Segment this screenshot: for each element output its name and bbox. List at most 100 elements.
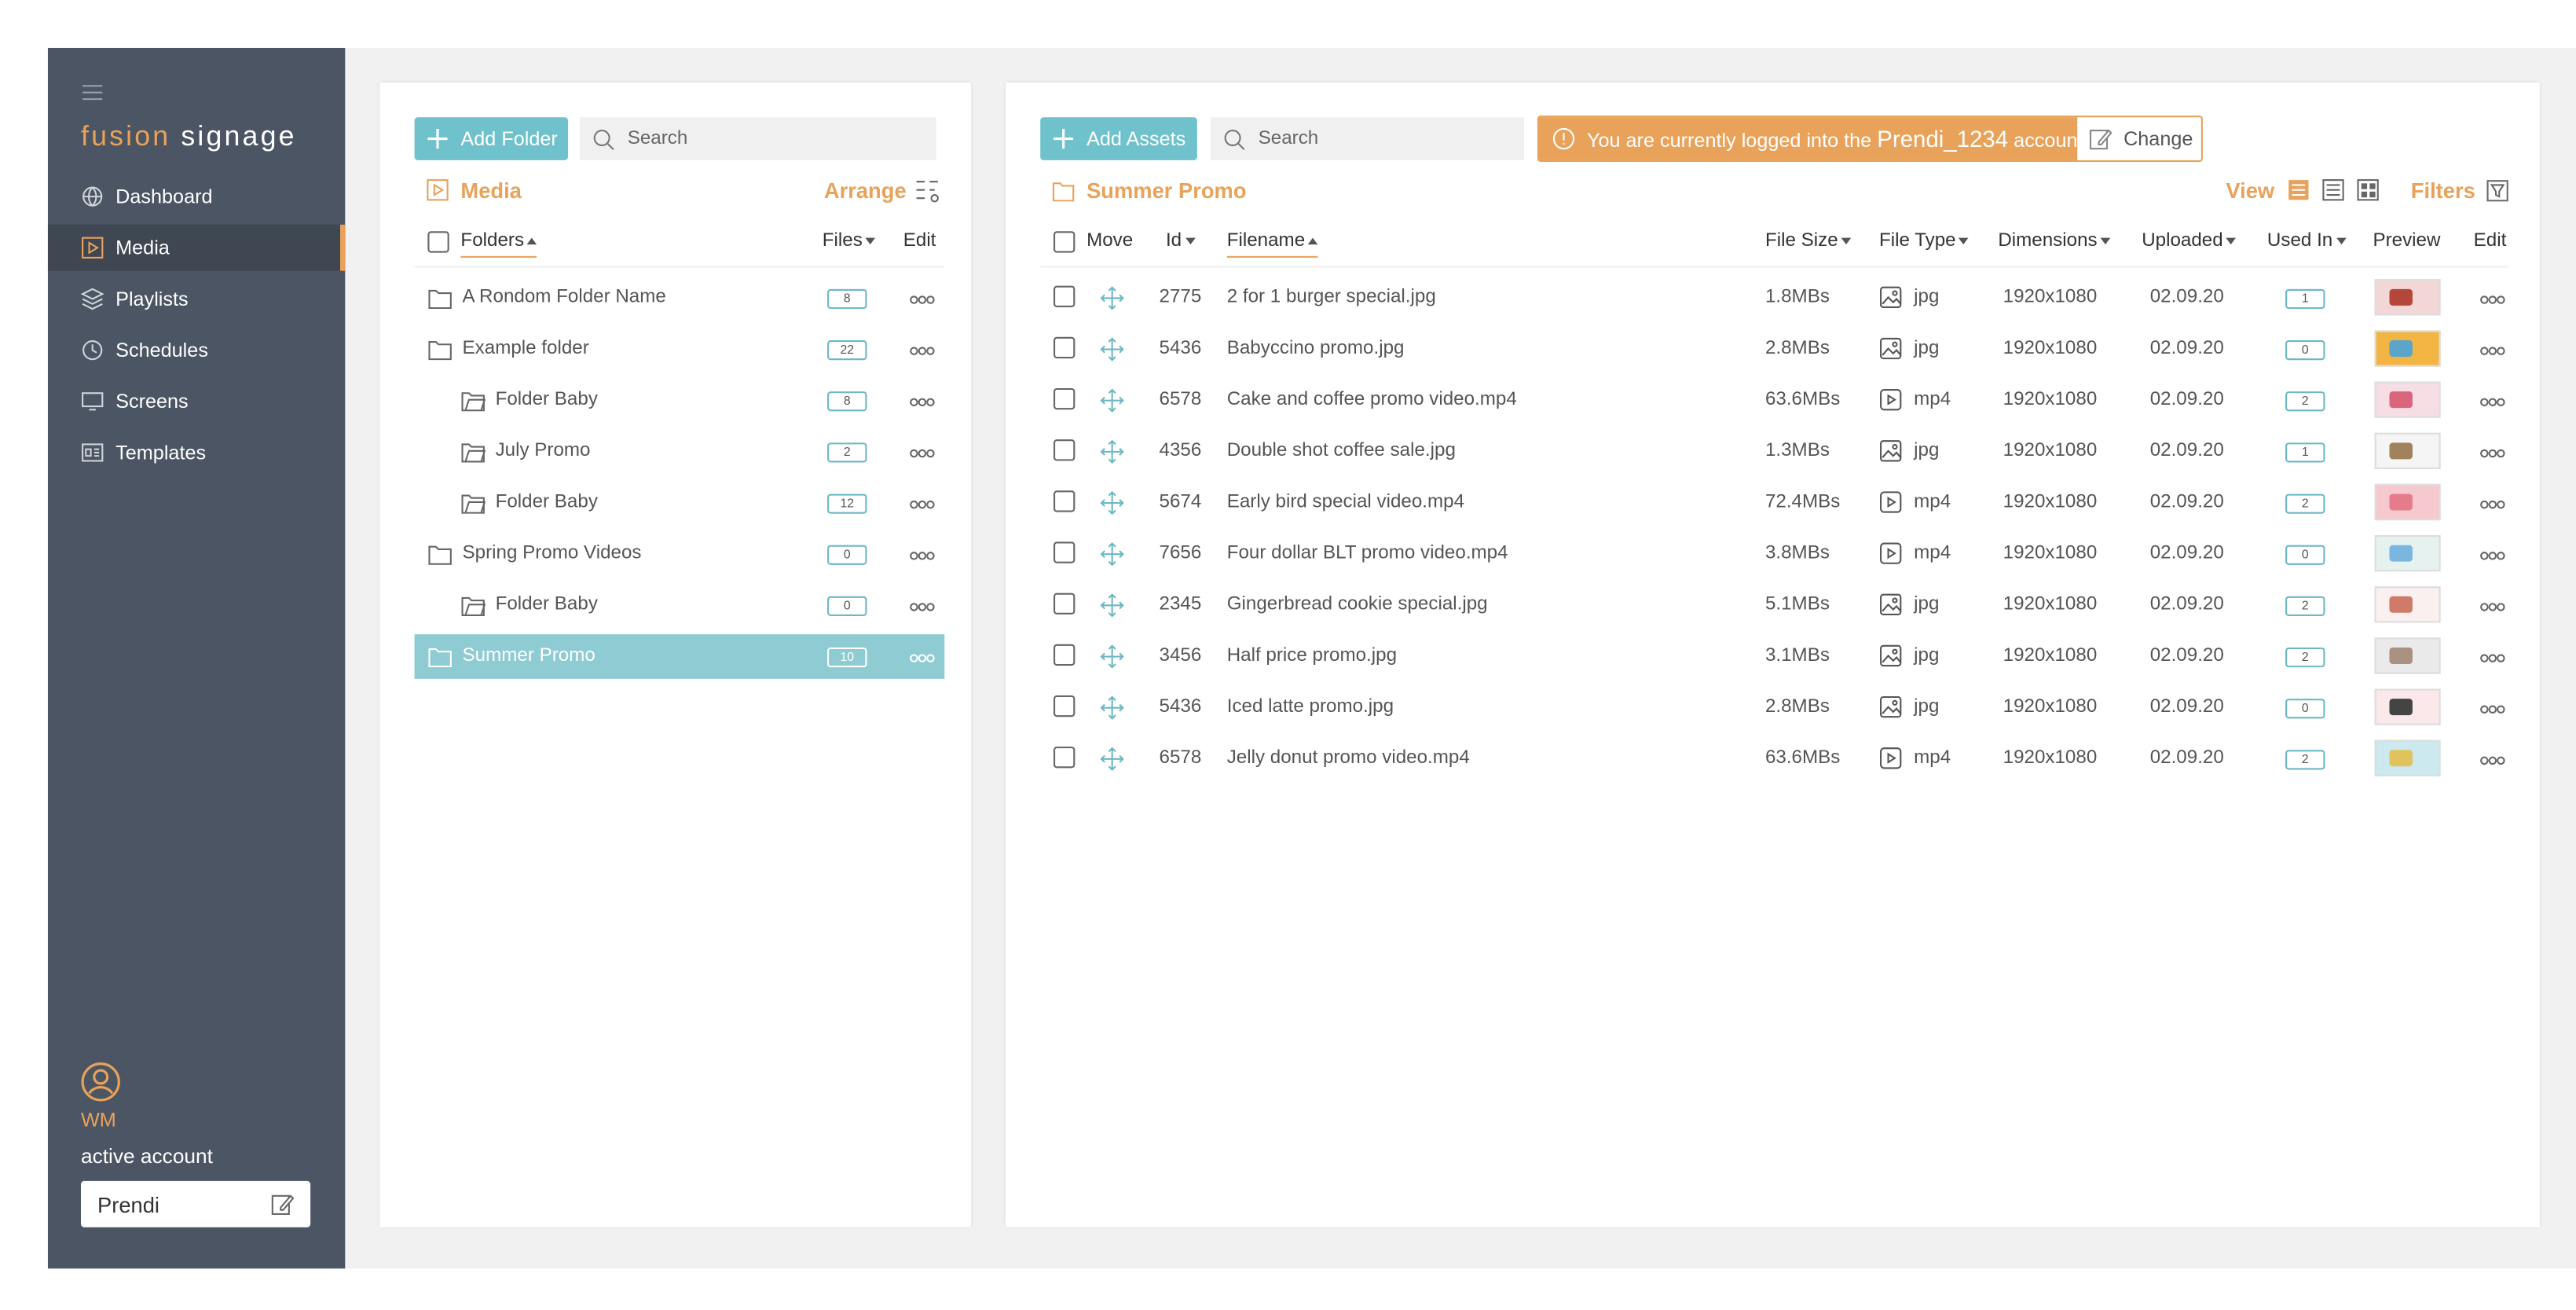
checkbox[interactable]: [1053, 231, 1075, 253]
column-header[interactable]: Move: [1086, 231, 1134, 251]
more-button[interactable]: [910, 398, 935, 407]
column-header[interactable]: Filename: [1226, 229, 1318, 258]
filters-button[interactable]: Filters: [2410, 178, 2475, 204]
folder-row[interactable]: Example folder 22: [415, 327, 945, 372]
more-button[interactable]: [910, 552, 935, 560]
asset-row[interactable]: 3456 Half price promo.jpg 3.1MBs jpg 1920x10…: [1040, 634, 2508, 679]
more-button[interactable]: [2480, 654, 2505, 662]
asset-dimensions: 1920x1080: [2003, 441, 2098, 461]
used-in-count: 2: [2285, 596, 2325, 617]
more-button[interactable]: [2480, 347, 2505, 355]
checkbox[interactable]: [1053, 541, 1075, 563]
asset-row[interactable]: 2345 Gingerbread cookie special.jpg 5.1MBs…: [1040, 583, 2508, 628]
column-header[interactable]: Edit: [903, 231, 936, 251]
checkbox[interactable]: [427, 231, 449, 253]
asset-row[interactable]: 5436 Iced latte promo.jpg 2.8MBs jpg 1920x10…: [1040, 685, 2508, 730]
more-button[interactable]: [2480, 398, 2505, 407]
asset-row[interactable]: 6578 Jelly donut promo video.mp4 63.6MBs mp…: [1040, 736, 2508, 781]
checkbox[interactable]: [1053, 747, 1075, 769]
preview-thumbnail[interactable]: [2374, 483, 2441, 521]
more-button[interactable]: [910, 347, 935, 355]
asset-row[interactable]: 5674 Early bird special video.mp4 72.4MBs m…: [1040, 481, 2508, 526]
edit-icon[interactable]: [271, 1193, 295, 1216]
more-button[interactable]: [2480, 552, 2505, 560]
search-box[interactable]: Search: [1210, 117, 1525, 160]
folder-icon: [427, 339, 453, 361]
nav-item[interactable]: Screens: [48, 378, 345, 424]
checkbox[interactable]: [1053, 387, 1075, 410]
nav-item[interactable]: Templates: [48, 429, 345, 475]
checkbox[interactable]: [1053, 490, 1075, 512]
more-button[interactable]: [910, 449, 935, 458]
more-button[interactable]: [910, 295, 935, 304]
checkbox[interactable]: [1053, 593, 1075, 615]
add-folder-button[interactable]: Add Folder: [414, 117, 569, 160]
thumbnail-detail: [2389, 442, 2413, 460]
more-button[interactable]: [2480, 449, 2505, 458]
notice-bar: You are currently logged into the Prendi…: [1538, 117, 2083, 160]
asset-row[interactable]: 5436 Babyccino promo.jpg 2.8MBs jpg 1920x108…: [1040, 327, 2508, 372]
nav-item[interactable]: Media: [47, 224, 346, 271]
more-button[interactable]: [910, 500, 935, 509]
more-button[interactable]: [2480, 500, 2505, 509]
filter-icon[interactable]: [2486, 180, 2508, 202]
more-button[interactable]: [910, 654, 935, 662]
column-header[interactable]: Dimensions: [1998, 229, 2110, 252]
column-header[interactable]: Id: [1166, 229, 1195, 252]
preview-thumbnail[interactable]: [2374, 330, 2441, 367]
checkbox[interactable]: [1053, 439, 1075, 461]
folder-row[interactable]: Folder Baby 8: [415, 378, 945, 423]
more-button[interactable]: [2480, 756, 2505, 765]
asset-id: 2345: [1159, 594, 1202, 615]
folder-row[interactable]: Summer Promo 10: [414, 634, 945, 679]
folder-row[interactable]: A Rondom Folder Name 8: [415, 276, 945, 321]
preview-thumbnail[interactable]: [2374, 637, 2441, 674]
asset-row[interactable]: 2775 2 for 1 burger special.jpg 1.8MBs jpg 1…: [1040, 276, 2508, 321]
folder-row[interactable]: July Promo 2: [415, 429, 945, 474]
column-header[interactable]: Uploaded: [2142, 229, 2236, 252]
preview-thumbnail[interactable]: [2374, 279, 2441, 316]
folder-row[interactable]: Folder Baby 0: [415, 583, 945, 628]
account-box[interactable]: Prendi: [80, 1180, 311, 1227]
preview-thumbnail[interactable]: [2374, 739, 2441, 776]
preview-thumbnail[interactable]: [2374, 535, 2441, 572]
folder-row[interactable]: Folder Baby 12: [415, 481, 945, 526]
nav-item[interactable]: Dashboard: [48, 174, 345, 220]
asset-id: 4356: [1159, 441, 1202, 461]
add-assets-button[interactable]: Add Assets: [1040, 117, 1197, 160]
preview-thumbnail[interactable]: [2374, 586, 2441, 623]
asset-uploaded: 02.09.20: [2149, 543, 2224, 563]
type-icon: [1879, 593, 1904, 618]
menu-icon[interactable]: [81, 83, 104, 102]
column-header[interactable]: Preview: [2373, 231, 2441, 251]
asset-row[interactable]: 4356 Double shot coffee sale.jpg 1.3MBs jpg…: [1040, 429, 2508, 474]
column-header[interactable]: Edit: [2473, 231, 2507, 251]
preview-thumbnail[interactable]: [2374, 381, 2441, 418]
column-header[interactable]: Used In: [2267, 229, 2346, 252]
change-button[interactable]: Change: [2123, 127, 2193, 151]
arrange-icon[interactable]: [914, 178, 940, 204]
folder-row[interactable]: Spring Promo Videos 0: [415, 532, 945, 577]
search-box[interactable]: Search: [579, 117, 936, 160]
column-header[interactable]: Folders: [460, 229, 537, 258]
checkbox[interactable]: [1053, 644, 1075, 666]
column-header[interactable]: Files: [823, 229, 876, 252]
checkbox[interactable]: [1053, 285, 1075, 307]
arrange-button[interactable]: Arrange: [823, 178, 907, 204]
more-button[interactable]: [910, 603, 935, 611]
preview-thumbnail[interactable]: [2374, 432, 2441, 469]
asset-row[interactable]: 7656 Four dollar BLT promo video.mp4 3.8MB…: [1040, 532, 2508, 577]
column-header[interactable]: File Size: [1765, 229, 1852, 252]
more-button[interactable]: [2480, 603, 2505, 611]
nav-item[interactable]: Schedules: [48, 327, 345, 373]
more-button[interactable]: [2480, 705, 2505, 714]
preview-thumbnail[interactable]: [2374, 688, 2441, 725]
asset-dimensions: 1920x1080: [2003, 645, 2098, 666]
checkbox[interactable]: [1053, 695, 1075, 717]
nav-item[interactable]: Playlists: [48, 276, 345, 322]
asset-row[interactable]: 6578 Cake and coffee promo video.mp4 63.6M…: [1040, 378, 2508, 423]
column-header[interactable]: File Type: [1879, 229, 1969, 252]
more-button[interactable]: [2480, 295, 2505, 304]
view-icons[interactable]: [2287, 178, 2380, 201]
checkbox[interactable]: [1053, 336, 1075, 359]
